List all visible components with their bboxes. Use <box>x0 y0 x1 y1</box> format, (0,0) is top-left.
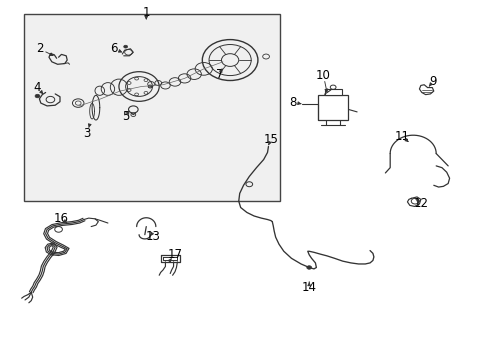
Text: 10: 10 <box>315 69 330 82</box>
Text: 13: 13 <box>146 230 161 243</box>
Text: 12: 12 <box>412 198 427 211</box>
Bar <box>324 89 341 95</box>
Text: 5: 5 <box>122 110 129 123</box>
Text: 8: 8 <box>289 96 297 109</box>
Bar <box>24 14 280 201</box>
Circle shape <box>35 94 40 98</box>
Text: 6: 6 <box>110 42 118 55</box>
Text: 1: 1 <box>142 6 150 19</box>
Text: 7: 7 <box>215 68 223 81</box>
Text: 16: 16 <box>54 212 69 225</box>
Bar <box>317 95 348 120</box>
Text: 2: 2 <box>36 42 43 55</box>
Text: 15: 15 <box>263 133 278 146</box>
Text: 11: 11 <box>394 130 409 143</box>
Text: 14: 14 <box>301 281 316 294</box>
Text: 9: 9 <box>428 75 436 88</box>
Circle shape <box>306 266 311 269</box>
Text: 4: 4 <box>34 81 41 94</box>
Text: 3: 3 <box>83 127 91 140</box>
Circle shape <box>123 45 127 48</box>
Text: 17: 17 <box>167 248 182 261</box>
